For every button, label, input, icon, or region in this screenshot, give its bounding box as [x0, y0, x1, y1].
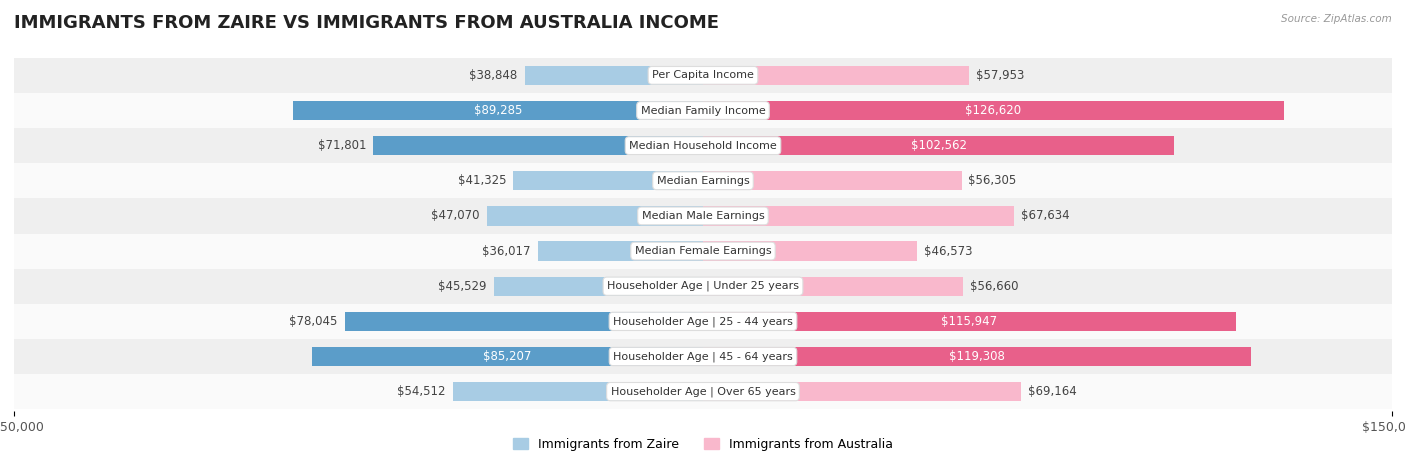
Bar: [513, 171, 703, 191]
Text: $69,164: $69,164: [1028, 385, 1077, 398]
Text: $36,017: $36,017: [482, 245, 530, 258]
Bar: [494, 276, 703, 296]
Bar: [703, 101, 1284, 120]
Text: $56,305: $56,305: [969, 174, 1017, 187]
Text: $102,562: $102,562: [911, 139, 966, 152]
Bar: [453, 382, 703, 401]
Text: Householder Age | Under 25 years: Householder Age | Under 25 years: [607, 281, 799, 291]
Text: Householder Age | Over 65 years: Householder Age | Over 65 years: [610, 386, 796, 397]
Bar: [703, 136, 1174, 156]
Bar: [14, 269, 1392, 304]
Legend: Immigrants from Zaire, Immigrants from Australia: Immigrants from Zaire, Immigrants from A…: [513, 438, 893, 451]
Text: $85,207: $85,207: [484, 350, 531, 363]
Bar: [703, 382, 1021, 401]
Bar: [703, 311, 1236, 331]
Text: $126,620: $126,620: [966, 104, 1022, 117]
Bar: [486, 206, 703, 226]
Text: $57,953: $57,953: [976, 69, 1025, 82]
Bar: [14, 58, 1392, 93]
Bar: [537, 241, 703, 261]
Bar: [703, 171, 962, 191]
Text: $46,573: $46,573: [924, 245, 973, 258]
Bar: [14, 93, 1392, 128]
Bar: [524, 66, 703, 85]
Text: Householder Age | 45 - 64 years: Householder Age | 45 - 64 years: [613, 351, 793, 362]
Text: $71,801: $71,801: [318, 139, 367, 152]
Bar: [703, 241, 917, 261]
Bar: [14, 128, 1392, 163]
Text: $56,660: $56,660: [970, 280, 1018, 293]
Bar: [373, 136, 703, 156]
Bar: [703, 66, 969, 85]
Text: $38,848: $38,848: [470, 69, 517, 82]
Bar: [703, 276, 963, 296]
Text: $115,947: $115,947: [941, 315, 997, 328]
Text: $67,634: $67,634: [1021, 209, 1069, 222]
Text: Median Earnings: Median Earnings: [657, 176, 749, 186]
Text: Householder Age | 25 - 44 years: Householder Age | 25 - 44 years: [613, 316, 793, 326]
Text: $47,070: $47,070: [432, 209, 479, 222]
Bar: [14, 304, 1392, 339]
Bar: [14, 163, 1392, 198]
Text: $78,045: $78,045: [290, 315, 337, 328]
Bar: [14, 339, 1392, 374]
Text: Median Male Earnings: Median Male Earnings: [641, 211, 765, 221]
Text: Per Capita Income: Per Capita Income: [652, 71, 754, 80]
Bar: [703, 347, 1251, 366]
Text: $41,325: $41,325: [458, 174, 506, 187]
Text: Median Female Earnings: Median Female Earnings: [634, 246, 772, 256]
Text: IMMIGRANTS FROM ZAIRE VS IMMIGRANTS FROM AUSTRALIA INCOME: IMMIGRANTS FROM ZAIRE VS IMMIGRANTS FROM…: [14, 14, 718, 32]
Bar: [14, 234, 1392, 269]
Bar: [14, 374, 1392, 409]
Bar: [312, 347, 703, 366]
Bar: [14, 198, 1392, 234]
Text: $89,285: $89,285: [474, 104, 522, 117]
Text: $54,512: $54,512: [398, 385, 446, 398]
Text: $119,308: $119,308: [949, 350, 1005, 363]
Text: Source: ZipAtlas.com: Source: ZipAtlas.com: [1281, 14, 1392, 24]
Text: $45,529: $45,529: [439, 280, 486, 293]
Bar: [292, 101, 703, 120]
Text: Median Household Income: Median Household Income: [628, 141, 778, 151]
Bar: [703, 206, 1014, 226]
Bar: [344, 311, 703, 331]
Text: Median Family Income: Median Family Income: [641, 106, 765, 115]
